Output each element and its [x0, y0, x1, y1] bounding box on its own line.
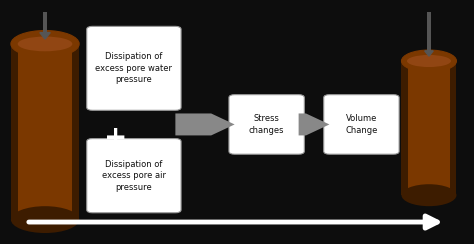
Ellipse shape — [401, 50, 456, 72]
FancyBboxPatch shape — [324, 95, 399, 154]
Polygon shape — [40, 33, 50, 39]
Bar — [450, 61, 456, 195]
Bar — [427, 12, 431, 51]
Ellipse shape — [407, 55, 451, 67]
FancyBboxPatch shape — [87, 139, 181, 213]
Ellipse shape — [401, 184, 456, 206]
FancyBboxPatch shape — [87, 26, 181, 110]
Ellipse shape — [11, 206, 79, 233]
FancyBboxPatch shape — [229, 95, 304, 154]
Bar — [11, 44, 18, 220]
Ellipse shape — [11, 30, 79, 57]
Bar — [43, 12, 47, 33]
Polygon shape — [299, 113, 329, 135]
Text: +: + — [104, 124, 128, 152]
Ellipse shape — [18, 37, 73, 51]
Polygon shape — [175, 113, 235, 135]
Bar — [401, 61, 408, 195]
Bar — [72, 44, 79, 220]
Text: Stress
changes: Stress changes — [249, 114, 284, 135]
Text: Volume
Change: Volume Change — [345, 114, 378, 135]
Polygon shape — [425, 51, 433, 56]
Bar — [11, 44, 79, 220]
Text: Dissipation of
excess pore air
pressure: Dissipation of excess pore air pressure — [102, 160, 166, 192]
Text: Dissipation of
excess pore water
pressure: Dissipation of excess pore water pressur… — [95, 52, 173, 84]
Bar — [401, 61, 456, 195]
